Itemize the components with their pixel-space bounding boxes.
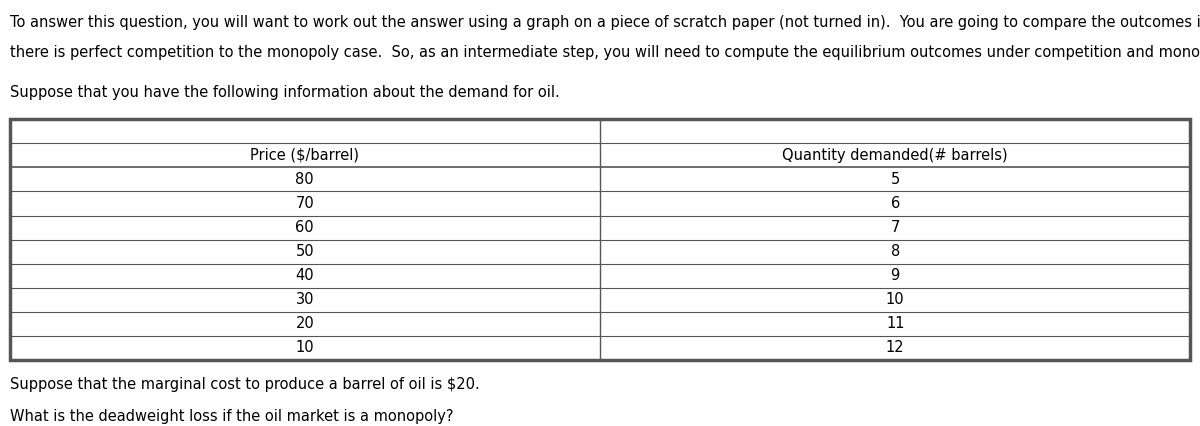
Text: To answer this question, you will want to work out the answer using a graph on a: To answer this question, you will want t… [10, 15, 1200, 30]
Text: 30: 30 [295, 292, 314, 307]
Text: Suppose that you have the following information about the demand for oil.: Suppose that you have the following info… [10, 85, 559, 100]
Text: 7: 7 [890, 220, 900, 235]
Text: 70: 70 [295, 196, 314, 211]
Text: Suppose that the marginal cost to produce a barrel of oil is $20.: Suppose that the marginal cost to produc… [10, 377, 479, 392]
Text: 60: 60 [295, 220, 314, 235]
Text: there is perfect competition to the monopoly case.  So, as an intermediate step,: there is perfect competition to the mono… [10, 45, 1200, 60]
Text: 8: 8 [890, 244, 900, 259]
Text: 5: 5 [890, 172, 900, 187]
Text: 50: 50 [295, 244, 314, 259]
Text: 40: 40 [295, 268, 314, 283]
Text: 6: 6 [890, 196, 900, 211]
Text: Quantity demanded(# barrels): Quantity demanded(# barrels) [782, 148, 1008, 163]
Text: 12: 12 [886, 340, 905, 355]
Text: 80: 80 [295, 172, 314, 187]
Text: 10: 10 [886, 292, 905, 307]
Text: 10: 10 [295, 340, 314, 355]
Text: Price ($/barrel): Price ($/barrel) [251, 148, 359, 163]
Text: 20: 20 [295, 317, 314, 331]
Text: What is the deadweight loss if the oil market is a monopoly?: What is the deadweight loss if the oil m… [10, 409, 454, 424]
Text: 9: 9 [890, 268, 900, 283]
Text: 11: 11 [886, 317, 905, 331]
